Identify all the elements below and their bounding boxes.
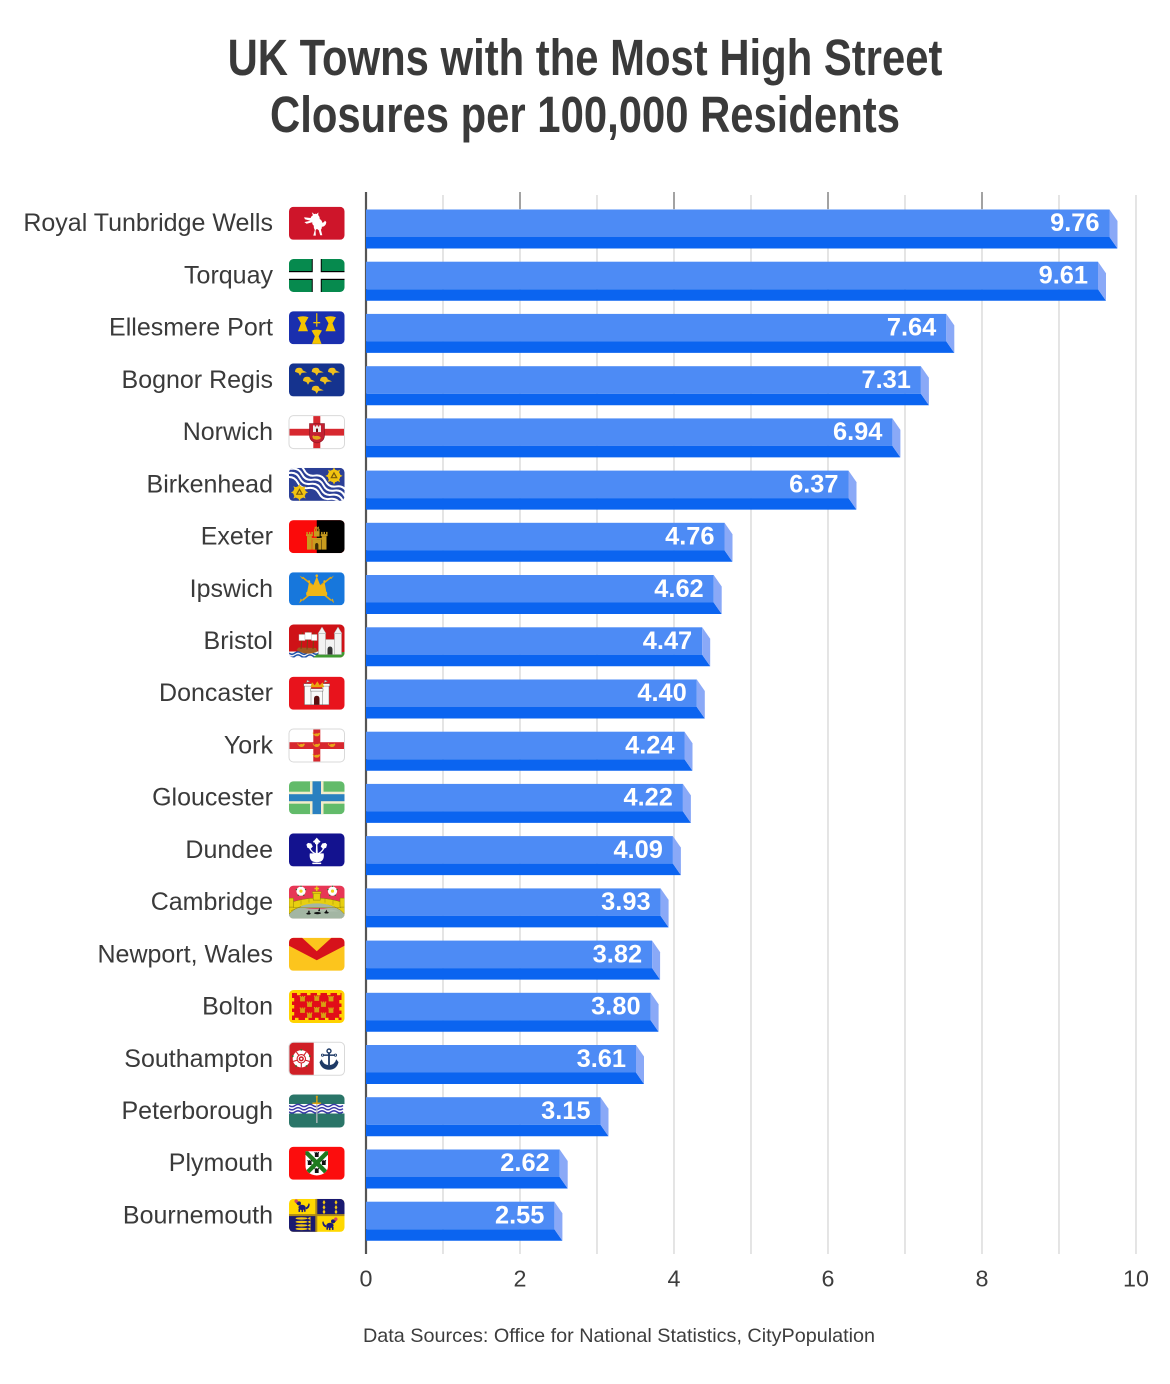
- svg-text:York: York: [224, 732, 274, 760]
- svg-text:4.24: 4.24: [625, 732, 674, 760]
- svg-text:2.55: 2.55: [495, 1201, 544, 1229]
- svg-text:7.31: 7.31: [861, 366, 910, 394]
- svg-text:3.15: 3.15: [541, 1097, 590, 1125]
- svg-text:3.80: 3.80: [591, 993, 640, 1021]
- svg-text:Doncaster: Doncaster: [159, 679, 273, 707]
- svg-text:9.76: 9.76: [1050, 209, 1099, 237]
- svg-text:Ellesmere Port: Ellesmere Port: [109, 314, 273, 342]
- svg-text:Exeter: Exeter: [201, 523, 273, 551]
- svg-text:3.61: 3.61: [577, 1045, 626, 1073]
- svg-text:4.76: 4.76: [665, 523, 714, 551]
- svg-text:6.94: 6.94: [833, 418, 882, 446]
- svg-text:9.61: 9.61: [1039, 262, 1088, 290]
- svg-text:Plymouth: Plymouth: [169, 1149, 273, 1177]
- svg-text:4.09: 4.09: [613, 836, 662, 864]
- svg-text:3.93: 3.93: [601, 888, 650, 916]
- svg-text:Bolton: Bolton: [202, 993, 273, 1021]
- svg-text:2: 2: [514, 1266, 527, 1292]
- svg-text:4.22: 4.22: [623, 784, 672, 812]
- svg-text:Bournemouth: Bournemouth: [123, 1201, 273, 1229]
- svg-text:Bognor Regis: Bognor Regis: [122, 366, 273, 394]
- svg-text:0: 0: [360, 1266, 373, 1292]
- svg-text:Dundee: Dundee: [185, 836, 273, 864]
- svg-text:4.62: 4.62: [654, 575, 703, 603]
- svg-text:4.40: 4.40: [637, 679, 686, 707]
- svg-text:6: 6: [822, 1266, 835, 1292]
- svg-text:Torquay: Torquay: [184, 262, 273, 290]
- svg-text:Newport, Wales: Newport, Wales: [97, 940, 273, 968]
- svg-text:2.62: 2.62: [500, 1149, 549, 1177]
- svg-text:Bristol: Bristol: [204, 627, 273, 655]
- svg-text:Peterborough: Peterborough: [121, 1097, 273, 1125]
- svg-text:Cambridge: Cambridge: [151, 888, 273, 916]
- svg-text:7.64: 7.64: [887, 314, 936, 342]
- svg-text:Data Sources: Office for Natio: Data Sources: Office for National Statis…: [363, 1325, 875, 1347]
- svg-text:6.37: 6.37: [789, 470, 838, 498]
- svg-text:Southampton: Southampton: [124, 1045, 273, 1073]
- svg-text:Norwich: Norwich: [183, 418, 273, 446]
- svg-text:3.82: 3.82: [593, 940, 642, 968]
- svg-text:Ipswich: Ipswich: [190, 575, 273, 603]
- svg-text:4.47: 4.47: [643, 627, 692, 655]
- svg-text:4: 4: [668, 1266, 681, 1292]
- svg-text:Gloucester: Gloucester: [152, 784, 273, 812]
- svg-text:10: 10: [1123, 1266, 1149, 1292]
- svg-text:Royal Tunbridge Wells: Royal Tunbridge Wells: [23, 209, 273, 237]
- svg-text:8: 8: [976, 1266, 989, 1292]
- svg-text:Birkenhead: Birkenhead: [147, 470, 273, 498]
